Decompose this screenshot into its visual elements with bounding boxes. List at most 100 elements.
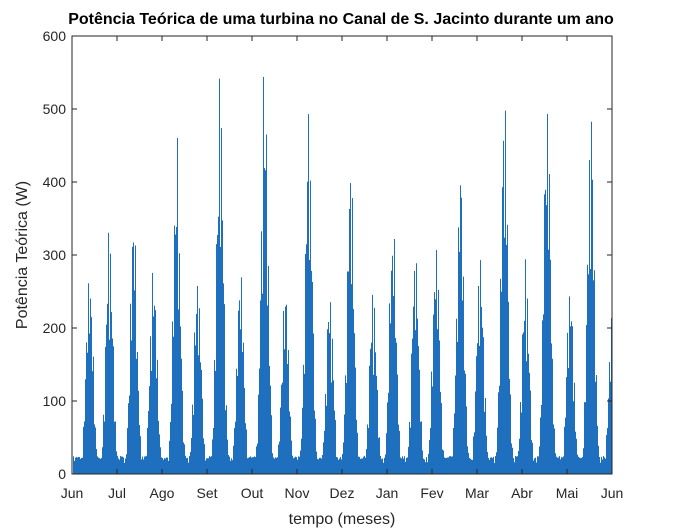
power-bar	[602, 459, 603, 474]
power-bar	[397, 374, 398, 474]
power-bar	[194, 332, 195, 474]
power-bar	[350, 183, 351, 474]
power-bar	[312, 281, 313, 474]
power-bar	[356, 419, 357, 474]
power-bar	[298, 456, 299, 474]
x-tick-label: Mai	[556, 485, 579, 501]
power-bar	[176, 227, 177, 474]
y-tick-label: 400	[43, 174, 67, 190]
power-bar	[439, 340, 440, 474]
power-bar	[533, 460, 534, 474]
power-bar	[169, 440, 170, 474]
power-bar	[81, 457, 82, 474]
power-bar	[80, 458, 81, 474]
power-bar	[223, 283, 224, 474]
power-bar	[177, 137, 178, 475]
power-bar	[261, 231, 262, 474]
power-bar	[304, 373, 305, 474]
power-bar	[174, 225, 175, 474]
power-bar	[418, 346, 419, 474]
power-bar	[452, 456, 453, 474]
power-bar	[502, 187, 503, 474]
y-tick-label: 600	[43, 28, 67, 44]
power-bar	[379, 437, 380, 474]
power-bar	[97, 456, 98, 474]
power-bar	[135, 245, 136, 474]
power-bar	[226, 405, 227, 474]
power-bar	[101, 457, 102, 474]
power-bar	[84, 421, 85, 474]
power-bar	[472, 459, 473, 474]
power-bar	[573, 401, 574, 474]
power-bar	[268, 265, 269, 474]
power-bar	[363, 456, 364, 474]
power-bar	[579, 457, 580, 474]
power-bar	[225, 410, 226, 474]
power-bar	[212, 439, 213, 474]
power-bar	[463, 276, 464, 474]
power-bar	[263, 76, 264, 474]
power-bar	[301, 438, 302, 474]
power-bar	[337, 457, 338, 474]
power-bar	[75, 457, 76, 474]
chart-title: Potência Teórica de uma turbina no Canal…	[68, 11, 614, 28]
power-bar	[471, 459, 472, 474]
power-bar	[238, 310, 239, 474]
power-bar	[172, 321, 173, 474]
power-bar	[408, 446, 409, 474]
power-bar	[390, 323, 391, 474]
power-bar	[426, 457, 427, 474]
power-bar	[494, 463, 495, 474]
power-bar	[311, 270, 312, 474]
power-bar	[401, 458, 402, 474]
power-bar	[610, 381, 611, 474]
power-bar	[213, 427, 214, 474]
power-bar	[309, 259, 310, 474]
power-bar	[76, 456, 77, 474]
power-bar	[165, 458, 166, 474]
power-bar	[262, 293, 263, 474]
power-bar	[438, 289, 439, 474]
power-bar	[476, 356, 477, 474]
power-bar	[321, 458, 322, 474]
power-bar	[160, 447, 161, 474]
power-bar	[120, 456, 121, 474]
power-bar	[567, 332, 568, 474]
power-bar	[488, 457, 489, 474]
power-bar	[94, 424, 95, 474]
power-bar	[574, 382, 575, 474]
power-bar	[199, 308, 200, 474]
power-bar	[155, 310, 156, 474]
power-bar	[578, 456, 579, 474]
power-bar	[92, 371, 93, 474]
y-tick-label: 500	[43, 101, 67, 117]
power-bar	[103, 414, 104, 474]
x-axis: Jun Jul Ago Set Out Nov Dez Jan Fev Mar Abr Mai Jun	[61, 36, 623, 501]
power-bar	[454, 413, 455, 474]
power-bar	[151, 370, 152, 474]
power-bar	[349, 209, 350, 474]
power-bar	[178, 309, 179, 474]
power-bar	[334, 410, 335, 474]
power-bar	[594, 270, 595, 474]
power-bar	[372, 294, 373, 474]
power-bar	[147, 427, 148, 474]
power-bar	[558, 457, 559, 474]
power-bar	[456, 318, 457, 474]
power-bar	[202, 398, 203, 474]
power-bar	[526, 361, 527, 474]
power-bar	[79, 457, 80, 474]
power-bar	[396, 342, 397, 474]
power-bar	[575, 431, 576, 474]
power-bar	[218, 216, 219, 474]
power-bar	[566, 377, 567, 474]
power-bar	[123, 457, 124, 474]
power-bar	[497, 427, 498, 474]
power-bar	[499, 385, 500, 474]
power-bar	[547, 113, 548, 475]
power-bar	[539, 446, 540, 474]
power-bar	[275, 457, 276, 474]
power-bar	[116, 451, 117, 474]
power-bar	[282, 382, 283, 474]
power-bar	[104, 421, 105, 474]
